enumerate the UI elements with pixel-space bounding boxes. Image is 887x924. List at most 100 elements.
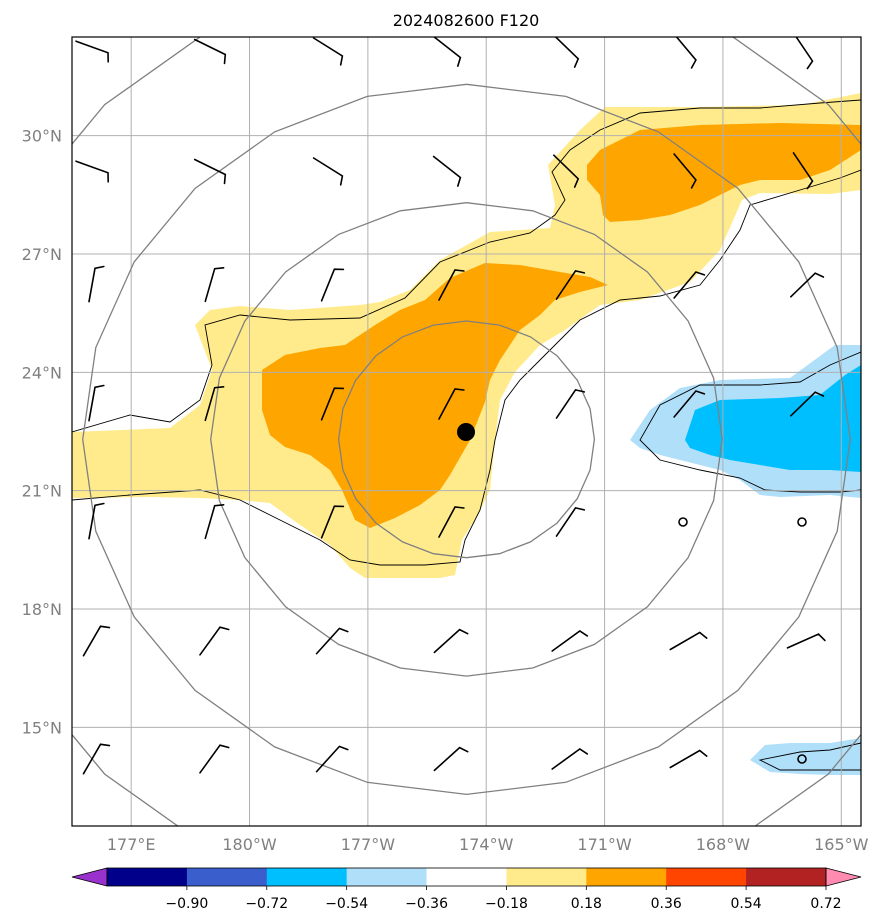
contour-line-south bbox=[72, 169, 861, 566]
wind-barb bbox=[669, 749, 708, 769]
lon-tick-label: 180°W bbox=[222, 835, 277, 854]
wind-barb bbox=[82, 625, 111, 657]
contour-line-main bbox=[72, 99, 861, 433]
lon-tick-label: 165°W bbox=[814, 835, 869, 854]
range-ring bbox=[337, 320, 596, 559]
colorbar-tick-label: 0.18 bbox=[571, 896, 602, 912]
shading-orange-center bbox=[262, 263, 608, 528]
shading-orange-northeast bbox=[587, 123, 861, 222]
lon-tick-label: 177°E bbox=[107, 835, 156, 854]
wind-barb bbox=[433, 746, 469, 772]
range-ring bbox=[210, 202, 723, 677]
wind-barb bbox=[673, 390, 706, 418]
range-ring bbox=[82, 83, 851, 796]
colorbar-cell bbox=[107, 868, 188, 886]
wind-barb bbox=[75, 40, 109, 63]
lon-tick-label: 174°W bbox=[459, 835, 514, 854]
wind-barb bbox=[438, 269, 465, 301]
colorbar-cell bbox=[506, 868, 587, 886]
lat-tick-label: 18°N bbox=[22, 600, 62, 619]
lat-tick-label: 15°N bbox=[22, 718, 62, 737]
lon-tick-labels: 177°E 180°W 177°W 174°W 171°W 168°W 165°W bbox=[107, 835, 869, 854]
colorbar-tick-label: −0.18 bbox=[485, 896, 528, 912]
lat-tick-label: 24°N bbox=[22, 363, 62, 382]
wind-barb bbox=[790, 391, 825, 417]
lon-tick-label: 171°W bbox=[577, 835, 632, 854]
wind-barb bbox=[199, 626, 230, 656]
calm-wind-marker bbox=[797, 754, 807, 764]
wind-barb bbox=[193, 158, 227, 185]
wind-barb bbox=[75, 160, 109, 183]
colorbar-extend-low bbox=[71, 867, 108, 887]
map-frame bbox=[71, 36, 862, 827]
colorbar-cell bbox=[266, 868, 348, 886]
wind-barb bbox=[199, 744, 230, 774]
wind-barbs bbox=[75, 37, 826, 775]
wind-barb bbox=[673, 153, 697, 189]
lat-tick-labels: 30°N 27°N 24°N 21°N 18°N 15°N bbox=[22, 127, 62, 738]
lat-tick-label: 27°N bbox=[22, 245, 62, 264]
thin-contours bbox=[72, 99, 861, 771]
wind-barb bbox=[553, 154, 580, 188]
colorbar-tick-label: −0.54 bbox=[325, 896, 368, 912]
colorbar: −0.90 −0.72 −0.54 −0.36 −0.18 0.18 0.36 0.54 0.7… bbox=[71, 867, 862, 912]
contour-line-southeast bbox=[758, 742, 861, 771]
wind-barb bbox=[193, 38, 227, 65]
wind-barb bbox=[432, 37, 462, 67]
wind-barb bbox=[554, 37, 580, 68]
wind-barb bbox=[795, 37, 814, 70]
wind-barb bbox=[555, 269, 586, 300]
wind-barb bbox=[669, 631, 708, 651]
colorbar-tick-label: −0.90 bbox=[165, 896, 208, 912]
wind-barb bbox=[312, 37, 344, 66]
colorbar-tick-label: 0.72 bbox=[810, 896, 841, 912]
colorbar-cell bbox=[586, 868, 667, 886]
wind-barb bbox=[315, 745, 349, 773]
wind-barb bbox=[88, 502, 105, 540]
map-title: 2024082600 F120 bbox=[393, 11, 540, 30]
wind-barb bbox=[675, 37, 697, 69]
lat-tick-label: 30°N bbox=[22, 127, 62, 146]
colorbar-tick-label: 0.54 bbox=[731, 896, 762, 912]
wind-barb bbox=[88, 384, 105, 422]
wind-barb bbox=[320, 268, 345, 302]
wind-barb bbox=[315, 627, 349, 655]
wind-barb bbox=[204, 386, 225, 422]
wind-barb bbox=[204, 504, 225, 540]
wind-barb bbox=[88, 265, 105, 303]
colorbar-cell bbox=[186, 868, 268, 886]
colorbar-tick-label: −0.72 bbox=[245, 896, 288, 912]
gridlines bbox=[72, 37, 861, 826]
wind-barb bbox=[551, 748, 589, 770]
colorbar-extend-high bbox=[825, 867, 862, 887]
lon-tick-label: 177°W bbox=[341, 835, 396, 854]
colorbar-tick-label: −0.36 bbox=[405, 896, 448, 912]
wind-barb bbox=[786, 633, 826, 649]
wind-barb bbox=[792, 152, 814, 190]
colorbar-tick-labels: −0.90 −0.72 −0.54 −0.36 −0.18 0.18 0.36 0.54 0.7… bbox=[165, 886, 842, 912]
storm-center-marker bbox=[457, 423, 475, 441]
wind-barb bbox=[438, 388, 465, 420]
colorbar-cells bbox=[71, 867, 862, 887]
wind-barb bbox=[320, 387, 345, 421]
wind-barb bbox=[433, 628, 469, 654]
wind-barb bbox=[432, 155, 462, 187]
colorbar-tick-label: 0.36 bbox=[651, 896, 682, 912]
wind-barb bbox=[204, 267, 225, 303]
contour-line-east bbox=[639, 351, 861, 493]
wind-barb bbox=[312, 157, 344, 186]
colorbar-frame bbox=[106, 867, 827, 887]
wind-barb bbox=[673, 271, 706, 299]
wind-barb bbox=[438, 506, 465, 538]
colorbar-cell bbox=[346, 868, 428, 886]
colorbar-cell bbox=[666, 868, 747, 886]
shading-layer bbox=[72, 93, 861, 775]
lat-tick-label: 21°N bbox=[22, 482, 62, 501]
lon-tick-label: 168°W bbox=[696, 835, 751, 854]
shading-deep-blue-east bbox=[685, 365, 861, 472]
wind-barb bbox=[555, 388, 586, 419]
wind-barb bbox=[82, 743, 111, 775]
